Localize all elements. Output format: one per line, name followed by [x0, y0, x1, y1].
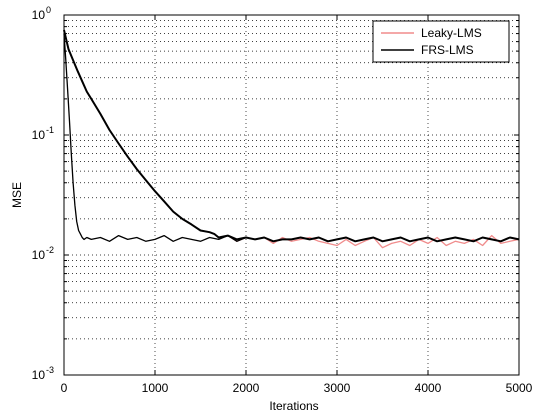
y-tick-label-exponent: 0	[46, 5, 51, 15]
y-tick-label-base: 10	[32, 368, 46, 382]
legend-box	[372, 20, 510, 63]
y-axis-label: MSE	[10, 182, 24, 208]
legend: Leaky-LMS FRS-LMS	[372, 20, 510, 63]
series-layer	[63, 29, 520, 249]
x-tick-label: 3000	[324, 381, 351, 395]
y-tick-label-base: 10	[32, 128, 46, 142]
legend-label-frs-lms: FRS-LMS	[421, 43, 474, 57]
legend-label-leaky-lms: Leaky-LMS	[421, 26, 482, 40]
y-tick-label: 10 -2	[32, 245, 54, 262]
x-tick-label: 0	[61, 381, 68, 395]
x-tick-label: 2000	[233, 381, 260, 395]
x-tick-label: 5000	[506, 381, 533, 395]
plot-frame	[63, 14, 520, 376]
y-tick-label: 10 -3	[32, 365, 54, 382]
y-tick-label-exponent: -3	[46, 365, 54, 375]
series-line-frs-lms	[63, 29, 520, 243]
x-tick-label: 4000	[415, 381, 442, 395]
y-tick-label: 10 -1	[32, 125, 54, 142]
y-tick-label-base: 10	[32, 8, 46, 22]
y-tick-label-base: 10	[32, 248, 46, 262]
series-line-fast	[63, 33, 247, 242]
y-tick-label-exponent: -2	[46, 245, 54, 255]
x-tick-label: 1000	[142, 381, 169, 395]
y-tick-label: 10 0	[32, 5, 51, 22]
y-tick-label-exponent: -1	[46, 125, 54, 135]
grid	[64, 15, 519, 375]
x-axis-label: Iterations	[269, 399, 318, 413]
